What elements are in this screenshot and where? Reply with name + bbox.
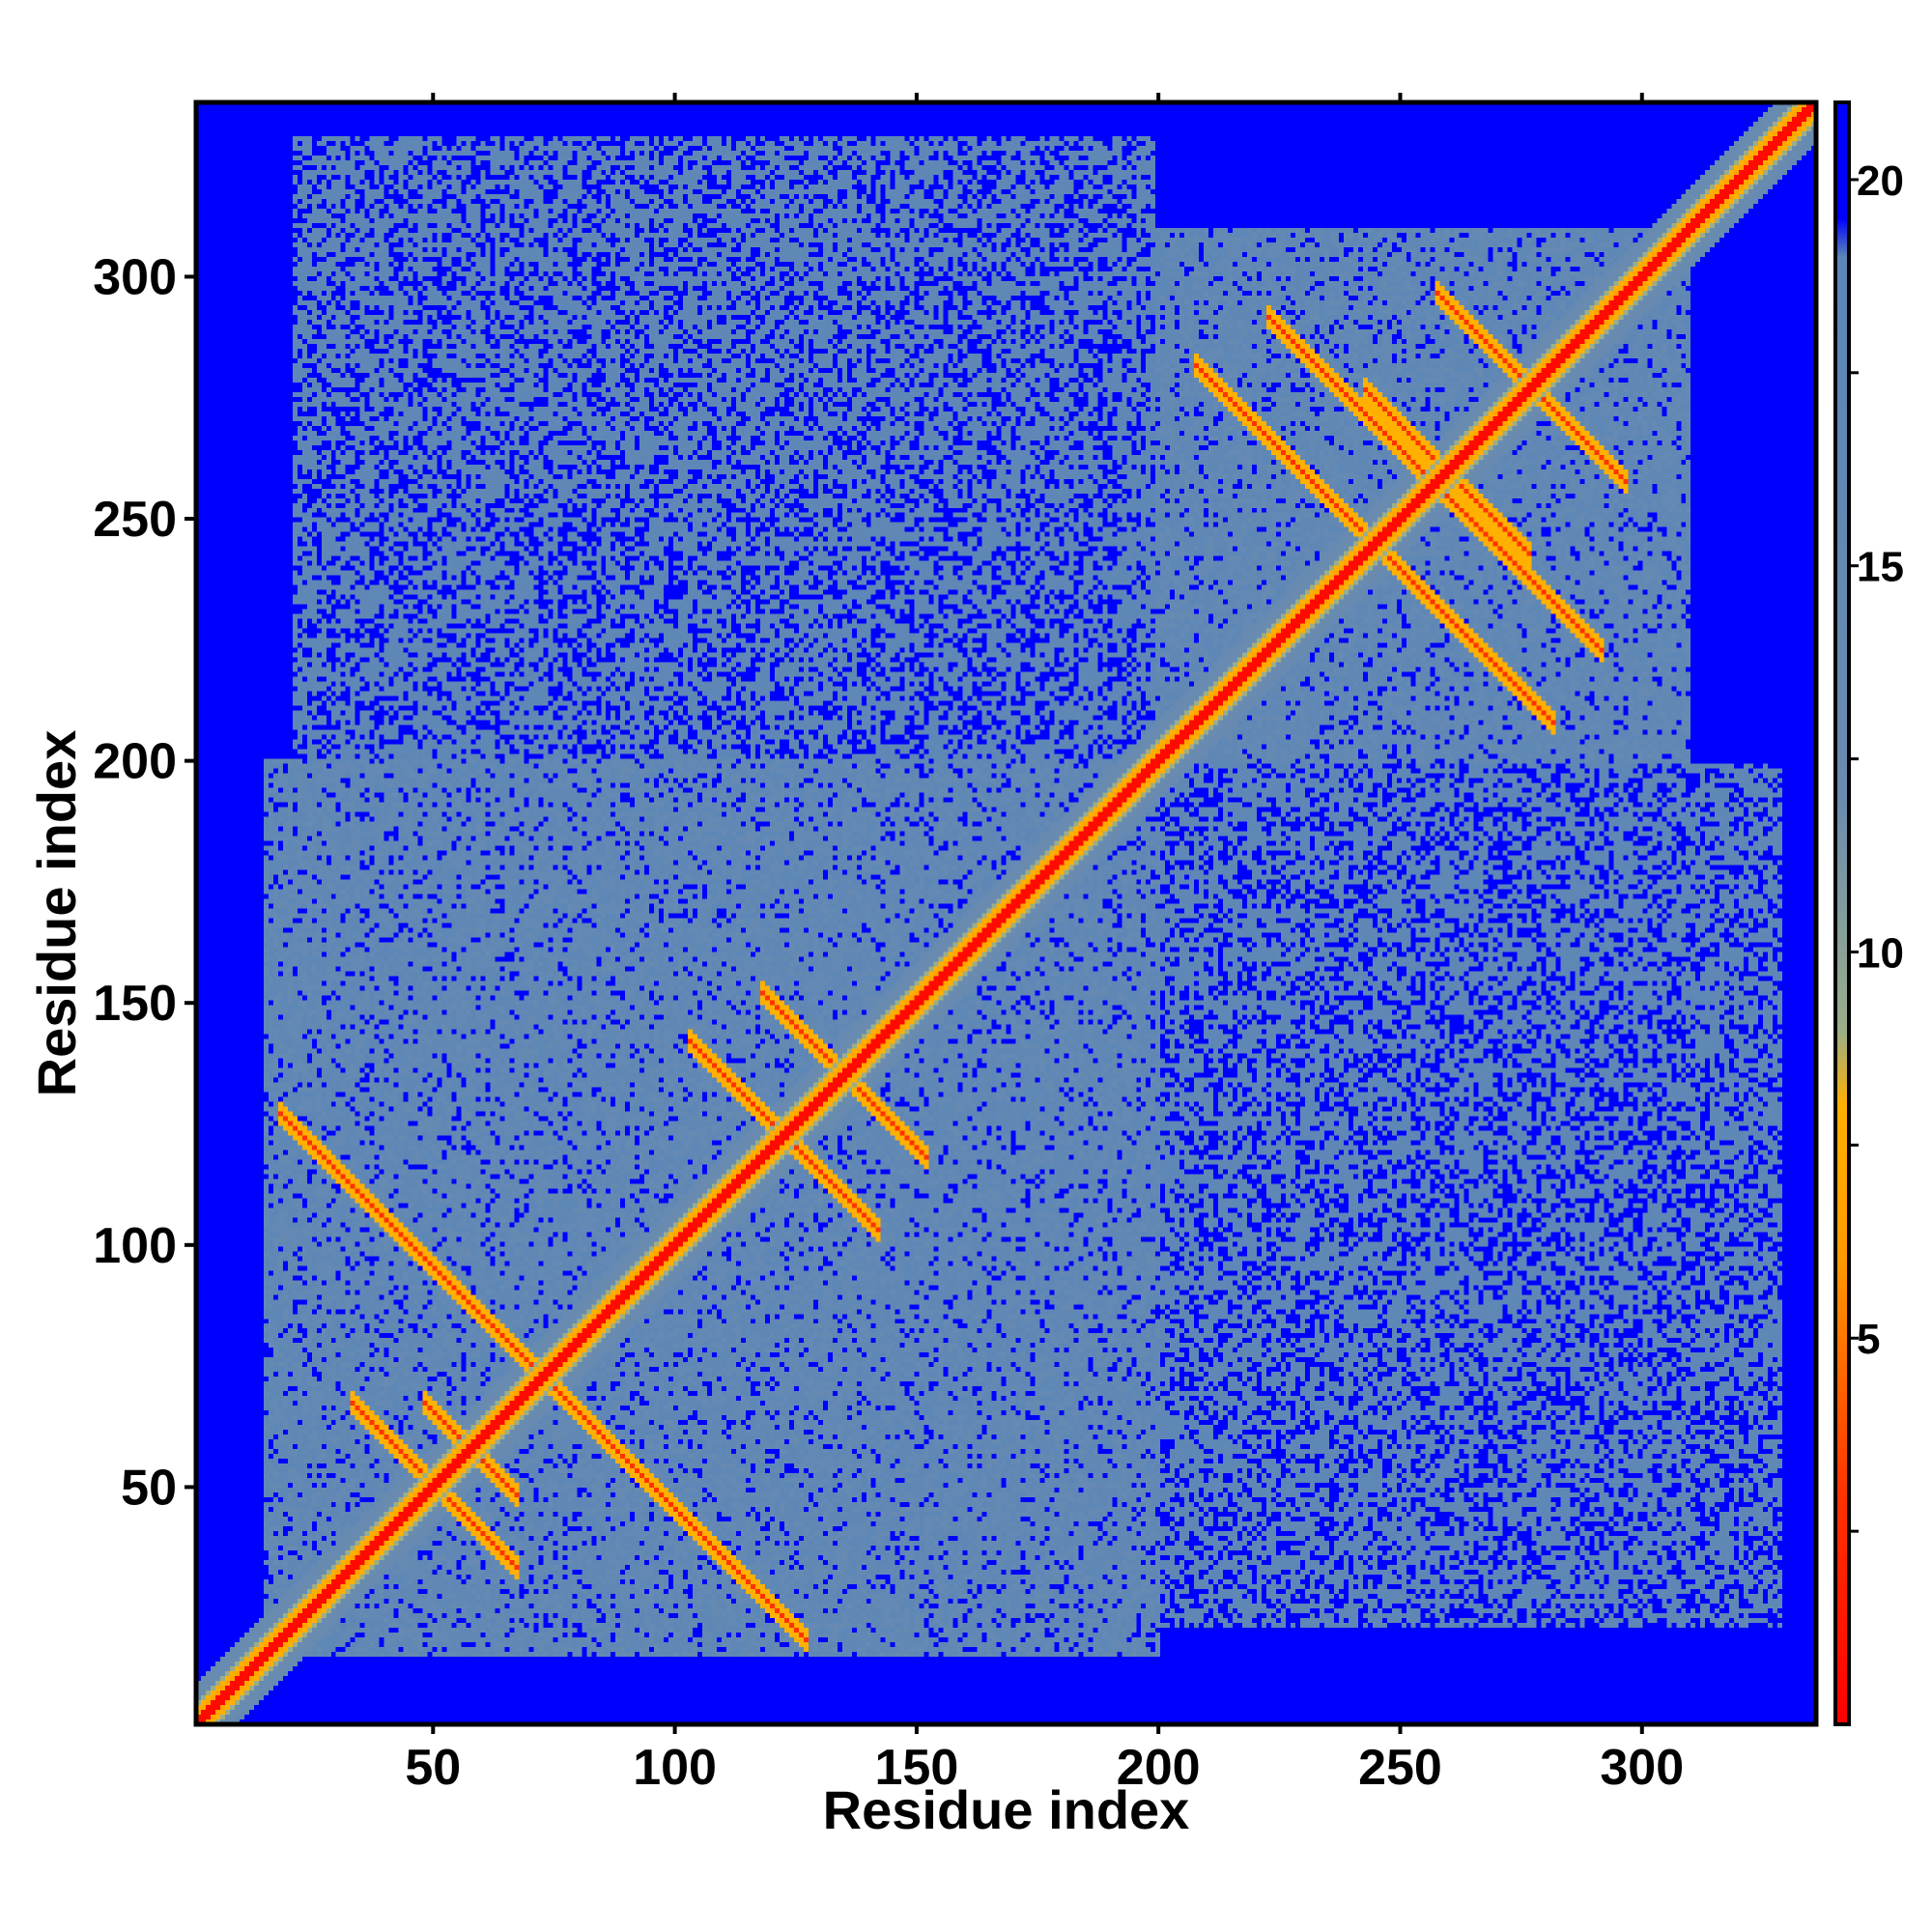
x-tick-label: 150 bbox=[875, 1740, 959, 1796]
y-tick-label: 200 bbox=[93, 734, 177, 790]
x-tick-label: 250 bbox=[1358, 1740, 1442, 1796]
x-tick-label: 50 bbox=[405, 1740, 461, 1796]
colorbar-tick-label: 20 bbox=[1857, 157, 1904, 205]
y-tick-label: 300 bbox=[93, 249, 177, 305]
y-tick-label: 250 bbox=[93, 492, 177, 548]
y-tick-label: 100 bbox=[93, 1218, 177, 1274]
x-axis-title: Residue index bbox=[823, 1779, 1190, 1840]
y-axis: 50 100 150 200 250 300 bbox=[93, 249, 196, 1516]
colorbar-tick-label: 15 bbox=[1857, 544, 1904, 591]
colorbar: 5 10 15 20 bbox=[1833, 100, 1904, 1726]
x-tick-label: 300 bbox=[1600, 1740, 1684, 1796]
x-axis: 50 100 150 200 250 300 bbox=[405, 93, 1684, 1796]
colorbar-ticks: 5 10 15 20 bbox=[1849, 157, 1904, 1533]
colorbar-gradient bbox=[1833, 100, 1851, 1726]
colorbar-tick-label: 5 bbox=[1857, 1316, 1880, 1363]
colorbar-tick-label: 10 bbox=[1857, 929, 1904, 977]
heatmap-image bbox=[196, 102, 1816, 1724]
x-tick-label: 200 bbox=[1117, 1740, 1201, 1796]
y-axis-title: Residue index bbox=[26, 730, 87, 1097]
x-tick-label: 100 bbox=[633, 1740, 717, 1796]
plot-frame bbox=[193, 99, 1819, 1727]
heatmap bbox=[196, 102, 1816, 1724]
y-tick-label: 50 bbox=[121, 1460, 177, 1516]
y-tick-label: 150 bbox=[93, 976, 177, 1032]
